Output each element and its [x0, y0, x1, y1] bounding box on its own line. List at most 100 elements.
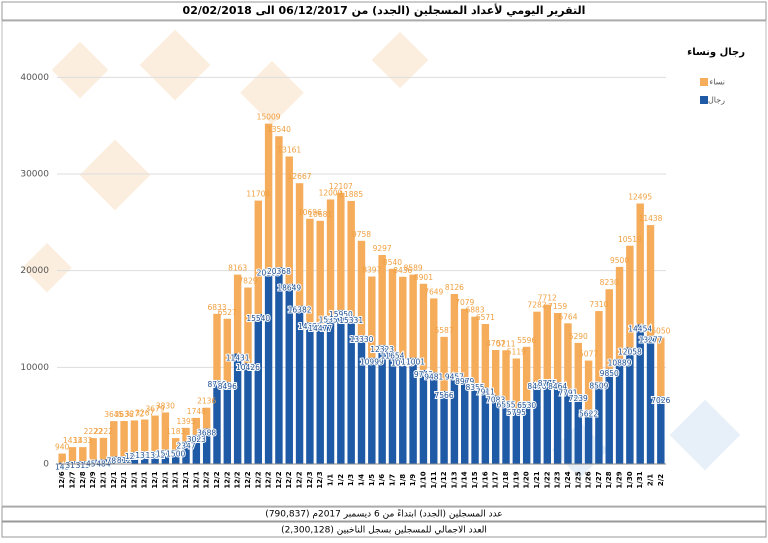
bar-segment [636, 203, 644, 325]
bar-segment [543, 379, 552, 464]
bar-segment [553, 312, 562, 383]
value-label: 6833 [207, 303, 226, 312]
value-label: 8476 [527, 382, 546, 391]
value-label: 3688 [197, 428, 216, 437]
value-label: 5211 [496, 339, 515, 348]
value-label: 7083 [486, 396, 505, 405]
bar-segment [564, 388, 572, 464]
bar-segment [306, 322, 314, 464]
value-label: 11885 [339, 190, 363, 199]
bar-segment [295, 305, 304, 464]
value-label: 12107 [329, 182, 353, 191]
x-tick-label: 12/6 [58, 471, 66, 488]
value-label: 6883 [465, 306, 484, 315]
value-label: 143 [55, 463, 70, 472]
x-tick-label: 1/16 [481, 471, 489, 488]
value-label: 7712 [538, 294, 557, 303]
value-label: 13330 [350, 335, 374, 344]
value-label: 10696 [298, 208, 322, 217]
bar-segment [275, 136, 283, 268]
value-label: 8700 [207, 380, 226, 389]
x-tick-label: 12/1 [172, 471, 180, 488]
value-label: 1503 [156, 449, 175, 458]
value-label: 2222 [94, 427, 113, 436]
footer-box [1, 506, 767, 522]
bar-segment [110, 456, 118, 464]
bar-segment [337, 192, 345, 310]
value-label: 1333 [135, 451, 154, 460]
bar-segment [357, 335, 366, 464]
bar-segment [99, 459, 108, 464]
value-label: 14672 [298, 322, 322, 331]
x-tick-label: 1/29 [616, 471, 624, 488]
value-label: 8901 [414, 273, 433, 282]
value-label: 8397 [362, 266, 381, 275]
bar-segment [120, 456, 128, 464]
value-label: 1433 [73, 436, 92, 445]
bar-segment [461, 377, 469, 464]
x-tick-label: 1/22 [543, 471, 551, 488]
y-tick-label: 40000 [20, 73, 49, 83]
bar-segment [471, 383, 479, 464]
value-label: 10426 [236, 363, 260, 372]
bar-segment [440, 336, 448, 391]
x-tick-label: 12/2 [234, 471, 242, 488]
bar-segment [368, 357, 376, 464]
value-label: 15950 [329, 310, 353, 319]
bar-segment [615, 266, 624, 359]
bar-segment [275, 267, 283, 464]
value-label: 13540 [267, 125, 291, 134]
bar-segment [512, 358, 521, 408]
bar-segment [399, 358, 407, 464]
bar-segment [264, 123, 273, 269]
value-label: 1331 [146, 451, 165, 460]
value-label: 3645 [104, 410, 123, 419]
bar-segment [192, 434, 201, 464]
bar-segment [615, 358, 624, 464]
x-tick-label: 12/2 [223, 471, 231, 488]
bar-segment [223, 318, 232, 382]
bar-segment [605, 289, 613, 369]
bar-segment [141, 451, 149, 464]
value-label: 5290 [569, 332, 588, 341]
value-label: 7649 [424, 287, 443, 296]
bar-segment [202, 428, 211, 464]
bar-segment [120, 421, 128, 457]
value-label: 11431 [226, 354, 250, 363]
value-label: 10519 [618, 235, 642, 244]
bar-segment [440, 390, 448, 464]
bar-segment [522, 400, 531, 464]
x-tick-label: 1/21 [533, 471, 541, 488]
value-label: 9457 [445, 373, 464, 382]
x-tick-label: 12/2 [296, 471, 304, 488]
legend-label: نساء [709, 78, 725, 87]
value-label: 6764 [558, 312, 577, 321]
bar-segment [584, 360, 593, 410]
title-box [1, 1, 767, 21]
x-tick-label: 2/2 [657, 474, 665, 486]
bar-segment [182, 441, 190, 464]
x-tick-label: 12/2 [244, 471, 252, 488]
bar-segment [141, 419, 149, 452]
bar-segment [657, 337, 665, 397]
value-label: 8589 [404, 264, 423, 273]
value-label: 8230 [600, 278, 619, 287]
bar-segment [368, 276, 376, 358]
x-tick-label: 2/1 [647, 474, 655, 486]
bar-segment [357, 240, 366, 336]
bar-segment [285, 283, 293, 464]
bar-segment [285, 156, 293, 284]
x-tick-label: 1/2 [337, 474, 345, 486]
value-label: 11708 [246, 190, 270, 199]
bar-segment [223, 381, 232, 464]
bar-segment [192, 417, 201, 435]
value-label: 5077 [579, 350, 598, 359]
bar-segment [182, 427, 190, 442]
x-tick-label: 1/18 [502, 471, 510, 488]
value-label: 1748 [187, 407, 206, 416]
value-label: 8163 [228, 264, 247, 273]
bar-segment [491, 395, 500, 464]
x-tick-label: 1/26 [585, 471, 593, 488]
bar-segment [68, 447, 77, 461]
